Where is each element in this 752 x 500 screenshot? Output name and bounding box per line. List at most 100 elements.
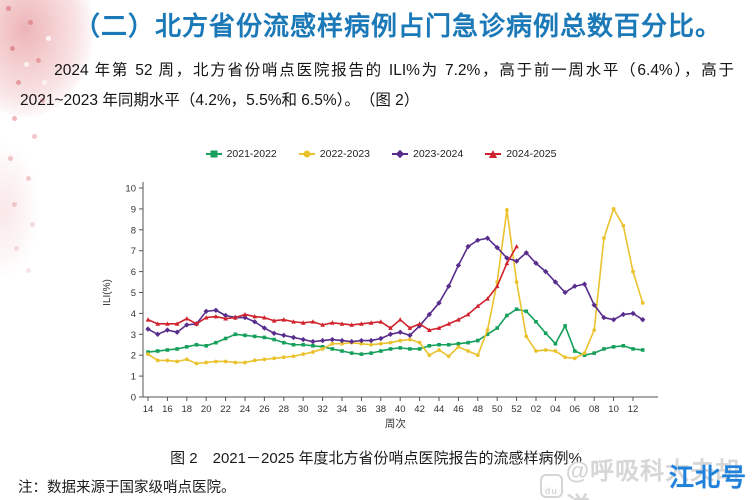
data-point [475, 237, 481, 243]
data-point [214, 340, 218, 345]
data-point [611, 207, 616, 211]
legend-item: 2021-2022 [205, 148, 277, 160]
x-tick-label: 22 [220, 404, 231, 415]
data-point [573, 349, 577, 353]
x-tick-label: 02 [531, 404, 542, 415]
data-point [398, 338, 403, 343]
data-point [339, 337, 345, 344]
legend-label: 2022-2023 [319, 148, 370, 160]
x-tick-label: 14 [143, 404, 154, 415]
data-point [408, 337, 412, 342]
x-tick-label: 28 [279, 404, 290, 415]
x-axis-title: 周次 [385, 417, 406, 430]
data-point [145, 317, 151, 322]
data-point [175, 359, 179, 364]
data-point [592, 328, 597, 333]
x-tick-label: 12 [628, 404, 639, 415]
data-point [339, 321, 345, 326]
data-point [165, 348, 170, 352]
legend-label: 2023-2024 [413, 148, 464, 160]
data-point [233, 360, 238, 365]
y-tick-label: 10 [125, 184, 136, 195]
data-point [369, 351, 373, 355]
data-point [514, 280, 519, 284]
data-point [621, 223, 626, 228]
data-point [602, 236, 606, 241]
data-point [242, 311, 248, 317]
data-point [291, 319, 296, 324]
data-point [329, 336, 335, 343]
legend-item: 2022-2023 [298, 148, 370, 160]
data-point [446, 354, 451, 359]
triangle-marker-icon [485, 150, 502, 158]
data-point [282, 340, 286, 345]
legend-item: 2023-2024 [392, 148, 463, 160]
y-tick-label: 1 [131, 372, 136, 383]
data-point [621, 343, 626, 348]
data-point [494, 244, 500, 251]
data-point [505, 208, 509, 212]
data-point [524, 309, 529, 314]
data-point [484, 235, 491, 241]
data-point [311, 343, 315, 348]
data-point [252, 358, 257, 363]
data-point [505, 313, 509, 318]
data-point [194, 321, 199, 326]
data-point [262, 315, 267, 320]
data-point [398, 346, 402, 350]
data-point [446, 321, 451, 326]
data-point [543, 348, 548, 352]
data-point [466, 340, 470, 345]
data-point [465, 311, 471, 317]
data-point [610, 316, 617, 323]
y-tick-label: 5 [131, 288, 136, 299]
data-point [543, 331, 548, 336]
data-point [408, 347, 412, 351]
data-point [349, 338, 355, 345]
data-point [563, 324, 567, 328]
data-point [213, 314, 219, 319]
data-point [581, 281, 588, 287]
x-tick-label: 10 [608, 404, 619, 415]
data-point [475, 353, 480, 358]
data-point [524, 334, 529, 339]
x-tick-label: 38 [376, 404, 387, 415]
y-tick-label: 4 [131, 309, 136, 320]
data-point [311, 350, 315, 354]
data-point [223, 359, 228, 364]
data-point [233, 315, 238, 320]
data-point [476, 338, 480, 343]
data-point [534, 319, 538, 324]
data-point [436, 325, 442, 330]
data-point [319, 337, 326, 344]
y-tick-label: 6 [131, 267, 136, 278]
data-point [301, 342, 305, 347]
x-tick-label: 50 [492, 404, 503, 415]
data-point [272, 356, 276, 361]
x-tick-label: 18 [182, 404, 193, 415]
data-point [300, 336, 306, 343]
x-tick-label: 20 [201, 404, 212, 415]
data-point [611, 345, 616, 349]
data-point [243, 333, 247, 338]
data-point [514, 307, 519, 312]
data-point [310, 319, 316, 324]
data-point [164, 327, 171, 333]
data-point [437, 348, 441, 352]
data-point [388, 347, 393, 351]
data-point [330, 347, 335, 351]
source-note: 注：数据来源于国家级哨点医院。 [18, 480, 236, 496]
data-point [155, 358, 160, 363]
y-tick-label: 9 [131, 204, 136, 215]
x-tick-label: 42 [414, 404, 425, 415]
data-point [320, 347, 325, 351]
data-point [417, 340, 422, 345]
data-point [553, 349, 558, 353]
circle-marker-icon [298, 150, 315, 158]
data-point [427, 353, 432, 358]
data-point [602, 347, 606, 351]
data-point [310, 338, 316, 345]
data-point [446, 342, 451, 347]
data-point [194, 342, 199, 347]
